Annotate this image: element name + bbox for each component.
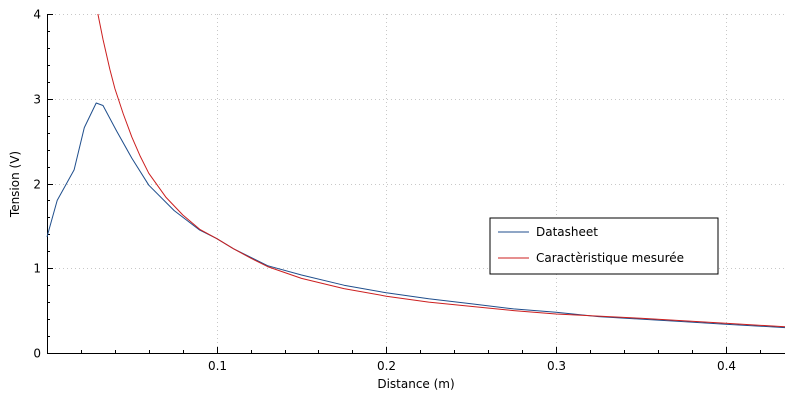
- x-tick-label: 0.2: [377, 359, 396, 373]
- series-line-1: [97, 13, 786, 328]
- legend: Datasheet Caractèristique mesurée: [489, 217, 719, 275]
- tick-labels: 0.1 0.2 0.3 0.4 0 1 2 3 4: [33, 8, 736, 374]
- y-tick-label: 4: [33, 8, 41, 22]
- series-lines: [46, 13, 786, 329]
- legend-label-mesuree: Caractèristique mesurée: [536, 251, 684, 265]
- x-tick-label: 0.4: [717, 359, 736, 373]
- grid-lines: [47, 14, 785, 353]
- y-tick-label: 3: [33, 93, 41, 107]
- series-line-0: [46, 102, 786, 329]
- y-tick-label: 0: [33, 347, 41, 361]
- x-tick-label: 0.1: [208, 359, 227, 373]
- x-axis-title: Distance (m): [377, 377, 454, 391]
- axes: [47, 14, 785, 354]
- x-tick-label: 0.3: [547, 359, 566, 373]
- legend-box: [489, 217, 719, 275]
- y-axis-title: Tension (V): [8, 151, 22, 218]
- legend-label-datasheet: Datasheet: [536, 225, 598, 239]
- y-tick-label: 2: [33, 178, 41, 192]
- y-tick-label: 1: [33, 262, 41, 276]
